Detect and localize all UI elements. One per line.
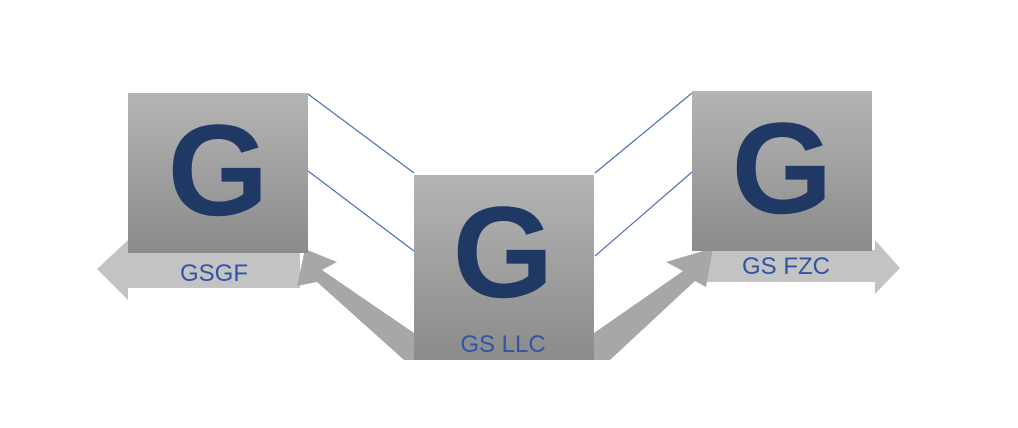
right-outward-arrow — [705, 240, 900, 294]
entity-label-left: GSGF — [180, 260, 248, 287]
connector-line — [307, 93, 415, 174]
logo-tile — [128, 93, 308, 253]
entity-label-center: GS LLC — [460, 331, 545, 358]
left-outward-arrow — [97, 240, 300, 300]
entity-box-right: G GS FZC — [692, 91, 872, 280]
connector-line — [594, 92, 693, 174]
logo-tile — [414, 175, 594, 360]
entity-label-right: GS FZC — [742, 253, 830, 280]
entity-box-left: G GSGF — [128, 93, 308, 287]
logo-letter-left: G — [167, 97, 268, 243]
center-to-left-arrow — [297, 249, 414, 360]
connector-line — [594, 171, 693, 257]
center-to-right-arrow — [594, 248, 713, 360]
logo-letter-center: G — [452, 179, 553, 325]
logo-letter-right: G — [731, 95, 832, 241]
entity-box-center: G GS LLC — [414, 175, 594, 360]
connector-line — [307, 170, 415, 252]
logo-tile — [692, 91, 872, 251]
